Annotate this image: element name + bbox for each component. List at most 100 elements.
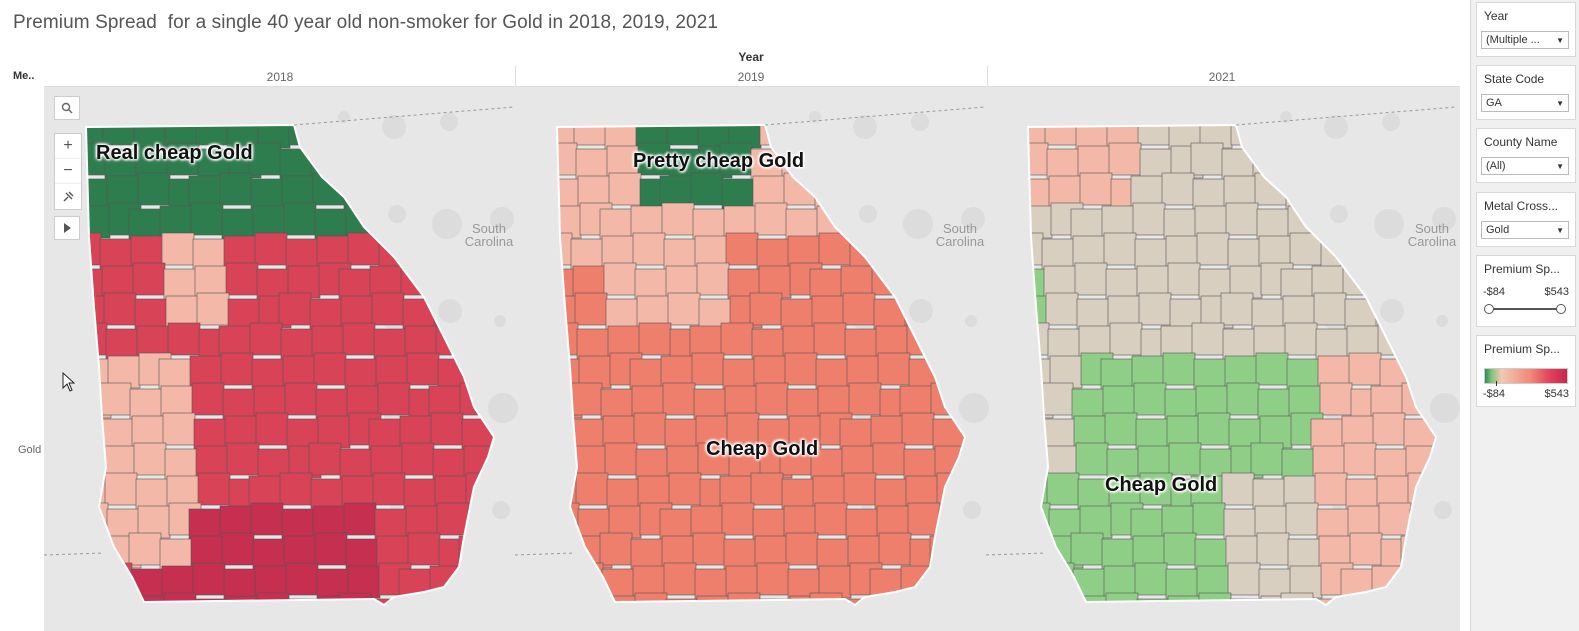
county-shape[interactable] <box>719 475 753 509</box>
county-shape[interactable] <box>107 355 141 389</box>
county-shape[interactable] <box>1250 442 1284 476</box>
county-shape[interactable] <box>608 505 642 539</box>
county-shape[interactable] <box>192 562 226 596</box>
county-shape[interactable] <box>1046 148 1080 182</box>
county-shape[interactable] <box>779 442 813 476</box>
county-shape[interactable] <box>106 175 140 209</box>
county-shape[interactable] <box>130 235 164 269</box>
county-shape[interactable] <box>133 442 167 476</box>
county-shape[interactable] <box>345 538 379 572</box>
county-shape[interactable] <box>190 202 224 236</box>
pin-icon[interactable] <box>55 184 81 209</box>
county-shape[interactable] <box>844 328 878 362</box>
county-shape[interactable] <box>279 472 313 506</box>
county-shape[interactable] <box>634 268 668 302</box>
county-shape[interactable] <box>1285 502 1319 536</box>
county-shape[interactable] <box>1314 472 1348 506</box>
county-shape[interactable] <box>1107 295 1141 329</box>
county-shape[interactable] <box>252 205 286 239</box>
county-shape[interactable] <box>840 265 874 299</box>
map-search-button[interactable] <box>54 96 80 120</box>
county-shape[interactable] <box>571 418 605 452</box>
county-shape[interactable] <box>1343 442 1377 476</box>
county-shape[interactable] <box>137 172 171 206</box>
county-shape[interactable] <box>754 202 788 236</box>
county-shape[interactable] <box>1223 175 1257 209</box>
county-shape[interactable] <box>724 385 758 419</box>
premium-range-filter[interactable]: Premium Sp... -$84 $543 <box>1476 255 1576 327</box>
county-shape[interactable] <box>697 442 731 476</box>
county-shape[interactable] <box>1313 292 1347 326</box>
county-shape[interactable] <box>1288 385 1322 419</box>
county-shape[interactable] <box>841 445 875 479</box>
county-shape[interactable] <box>1194 205 1228 239</box>
county-shape[interactable] <box>1224 355 1258 389</box>
county-shape[interactable] <box>1138 292 1172 326</box>
county-shape[interactable] <box>667 292 701 326</box>
county-shape[interactable] <box>1311 265 1345 299</box>
county-shape[interactable] <box>131 415 165 449</box>
county-shape[interactable] <box>377 382 411 416</box>
county-shape[interactable] <box>1254 505 1288 539</box>
county-shape[interactable] <box>691 352 725 386</box>
county-shape[interactable] <box>1226 382 1260 416</box>
county-shape[interactable] <box>877 352 911 386</box>
slider-max-handle[interactable] <box>1556 304 1566 314</box>
county-shape[interactable] <box>1252 478 1286 512</box>
county-shape[interactable] <box>719 142 753 176</box>
county-shape[interactable] <box>1136 265 1170 299</box>
county-shape[interactable] <box>662 382 696 416</box>
county-shape[interactable] <box>576 328 610 362</box>
county-shape[interactable] <box>813 322 847 356</box>
county-shape[interactable] <box>725 232 759 266</box>
metal-dropdown[interactable]: Gold ▼ <box>1481 221 1569 239</box>
zoom-in-button[interactable]: + <box>55 134 81 159</box>
county-shape[interactable] <box>785 208 819 242</box>
county-shape[interactable] <box>282 355 316 389</box>
county-shape[interactable] <box>599 532 633 566</box>
county-shape[interactable] <box>255 412 289 446</box>
county-shape[interactable] <box>575 472 609 506</box>
county-shape[interactable] <box>1070 532 1104 566</box>
county-shape[interactable] <box>1078 325 1112 359</box>
county-shape[interactable] <box>725 565 759 599</box>
county-shape[interactable] <box>254 565 288 599</box>
county-shape[interactable] <box>843 472 877 506</box>
county-shape[interactable] <box>756 238 790 272</box>
county-shape[interactable] <box>749 292 783 326</box>
county-shape[interactable] <box>1137 445 1171 479</box>
county-shape[interactable] <box>810 448 844 482</box>
county-shape[interactable] <box>1074 262 1108 296</box>
county-shape[interactable] <box>573 445 607 479</box>
county-shape[interactable] <box>1310 418 1344 452</box>
county-shape[interactable] <box>816 538 850 572</box>
county-shape[interactable] <box>188 508 222 542</box>
county-shape[interactable] <box>371 292 405 326</box>
county-shape[interactable] <box>341 475 375 509</box>
county-shape[interactable] <box>726 412 760 446</box>
county-shape[interactable] <box>1041 238 1075 272</box>
county-shape[interactable] <box>129 388 163 422</box>
county-shape[interactable] <box>905 475 939 509</box>
county-shape[interactable] <box>195 445 229 479</box>
county-shape[interactable] <box>600 388 634 422</box>
county-shape[interactable] <box>197 472 231 506</box>
row-header-metal[interactable]: Me.. <box>13 70 35 82</box>
county-shape[interactable] <box>227 298 261 332</box>
county-shape[interactable] <box>750 472 784 506</box>
county-shape[interactable] <box>313 352 347 386</box>
county-shape[interactable] <box>251 358 285 392</box>
search-icon[interactable] <box>54 96 80 120</box>
county-shape[interactable] <box>781 478 815 512</box>
county-shape[interactable] <box>780 298 814 332</box>
county-shape[interactable] <box>284 382 318 416</box>
county-shape[interactable] <box>878 532 912 566</box>
county-shape[interactable] <box>1225 202 1259 236</box>
county-shape[interactable] <box>721 502 755 536</box>
county-shape[interactable] <box>430 412 464 446</box>
state-code-filter[interactable]: State Code GA ▼ <box>1476 65 1576 120</box>
county-shape[interactable] <box>192 238 226 272</box>
county-shape[interactable] <box>1251 298 1285 332</box>
zoom-out-button[interactable]: − <box>55 159 81 184</box>
county-shape[interactable] <box>605 298 639 332</box>
